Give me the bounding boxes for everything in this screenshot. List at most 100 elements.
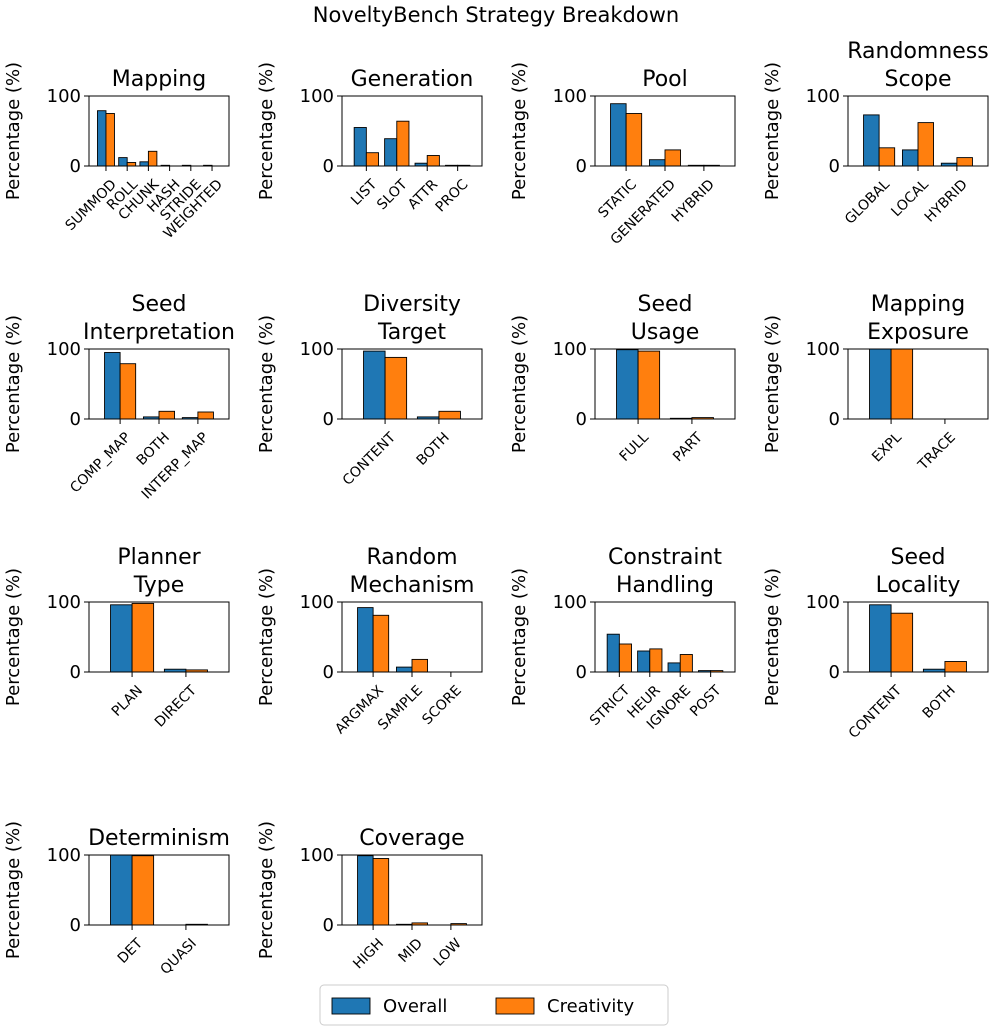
- bar-overall-roll: [118, 157, 128, 167]
- y-tick-label: 0: [576, 662, 587, 683]
- bar-overall-slot: [384, 138, 398, 167]
- bar-overall-high: [357, 855, 374, 926]
- legend: Overall Creativity: [319, 984, 669, 1026]
- y-tick-label: 100: [47, 592, 81, 613]
- y-axis-label: Percentage (%): [762, 315, 783, 453]
- x-tick-label: MID: [395, 936, 425, 966]
- axes-frame: [594, 95, 736, 167]
- panel-title: Seed Locality: [876, 545, 961, 598]
- y-tick-label: 0: [70, 662, 81, 683]
- axes-frame: [341, 348, 483, 420]
- bar-creativity-summod: [105, 113, 115, 167]
- legend-label-creativity: Creativity: [547, 996, 634, 1017]
- y-tick-label: 100: [47, 339, 81, 360]
- y-axis-label: Percentage (%): [509, 62, 530, 200]
- x-tick-label: GLOBAL: [842, 176, 893, 227]
- bar-overall-plan: [110, 604, 133, 673]
- bar-creativity-slot: [396, 120, 410, 167]
- x-tick-label: CONTENT: [846, 682, 905, 741]
- y-tick-label: 0: [829, 156, 840, 177]
- panel-seed-usage: Seed Usage Percentage (%) 0 100 FULL PART: [509, 292, 736, 465]
- y-tick-label: 0: [323, 409, 334, 430]
- panel-title: Coverage: [359, 826, 464, 851]
- legend-swatch-creativity: [495, 997, 535, 1015]
- bar-creativity-strict: [618, 643, 632, 673]
- bar-creativity-det: [131, 855, 155, 926]
- bar-overall-chunk: [139, 161, 149, 167]
- panel-random-mechanism: Random Mechanism Percentage (%) 0 100 ARGMAX S…: [256, 545, 483, 737]
- bar-creativity-both: [438, 410, 461, 420]
- panel-seed-locality: Seed Locality Percentage (%) 0 100 CONTENT BOT…: [762, 545, 989, 742]
- axes-frame: [88, 95, 230, 167]
- legend-swatch-overall: [331, 997, 371, 1015]
- x-tick-label: HIGH: [350, 936, 387, 973]
- axes-frame: [88, 348, 230, 420]
- bar-overall-det: [110, 854, 133, 926]
- bar-overall-static: [610, 103, 627, 167]
- bar-creativity-comp-map: [119, 363, 137, 420]
- panel-coverage: Coverage Percentage (%) 0 100 HIGH MID LOW: [256, 821, 483, 973]
- bar-creativity-content: [890, 612, 914, 673]
- y-tick-label: 100: [47, 86, 81, 107]
- bar-creativity-content: [384, 356, 408, 420]
- bar-creativity-both: [158, 410, 176, 420]
- panel-title: Random Mechanism: [350, 545, 475, 598]
- panel-title: Mapping Exposure: [867, 292, 969, 345]
- y-axis-label: Percentage (%): [509, 568, 530, 706]
- x-tick-label: COMP_MAP: [67, 430, 134, 497]
- x-tick-label: HYBRID: [922, 177, 971, 226]
- bar-creativity-high: [372, 858, 390, 926]
- y-axis-label: Percentage (%): [3, 821, 24, 959]
- panel-title: Generation: [351, 67, 474, 92]
- x-tick-label: QUASI: [157, 936, 199, 978]
- bar-overall-local: [901, 149, 919, 167]
- bar-creativity-static: [625, 113, 643, 167]
- y-axis-label: Percentage (%): [256, 62, 277, 200]
- panel-title: Pool: [642, 67, 688, 92]
- axes-frame: [341, 95, 483, 167]
- x-tick-label: ARGMAX: [332, 682, 387, 737]
- axes-frame: [88, 601, 230, 673]
- panel-mapping-exposure: Mapping Exposure Percentage (%) 0 100 EXPL TRA…: [762, 292, 989, 474]
- bar-creativity-ignore: [679, 654, 693, 673]
- bar-overall-expl: [869, 348, 892, 420]
- bar-creativity-full: [637, 350, 661, 420]
- axes-frame: [847, 95, 989, 167]
- bar-overall-global: [863, 114, 880, 167]
- x-tick-label: TRACE: [915, 430, 959, 474]
- axes-frame: [847, 601, 989, 673]
- panel-title: Planner Type: [117, 545, 201, 598]
- y-axis-label: Percentage (%): [3, 62, 24, 200]
- x-tick-label: BOTH: [414, 430, 453, 469]
- y-tick-label: 100: [806, 86, 840, 107]
- figure-title: NoveltyBench Strategy Breakdown: [313, 3, 679, 27]
- panel-seed-interpretation: Seed Interpretation Percentage (%) 0 100 COMP…: [3, 292, 235, 503]
- x-tick-label: HYBRID: [669, 177, 718, 226]
- x-tick-label: STRICT: [587, 682, 634, 729]
- y-tick-label: 100: [553, 86, 587, 107]
- y-axis-label: Percentage (%): [256, 568, 277, 706]
- panel-planner-type: Planner Type Percentage (%) 0 100 PLAN DIRECT: [3, 545, 230, 731]
- bar-overall-strict: [606, 633, 620, 673]
- x-tick-label: SCORE: [419, 683, 464, 728]
- bar-creativity-roll: [126, 162, 137, 167]
- bar-creativity-hybrid: [956, 157, 973, 167]
- panel-title: Determinism: [88, 826, 230, 851]
- panel-title: Mapping: [112, 67, 206, 92]
- panel-title: Seed Usage: [631, 292, 700, 345]
- bar-creativity-expl: [890, 348, 914, 420]
- bar-overall-summod: [97, 110, 107, 167]
- bar-creativity-sample: [411, 658, 429, 673]
- y-tick-label: 100: [47, 845, 81, 866]
- bar-creativity-chunk: [147, 150, 158, 167]
- x-tick-label: PLAN: [109, 683, 146, 720]
- y-tick-label: 0: [576, 409, 587, 430]
- y-tick-label: 0: [70, 915, 81, 936]
